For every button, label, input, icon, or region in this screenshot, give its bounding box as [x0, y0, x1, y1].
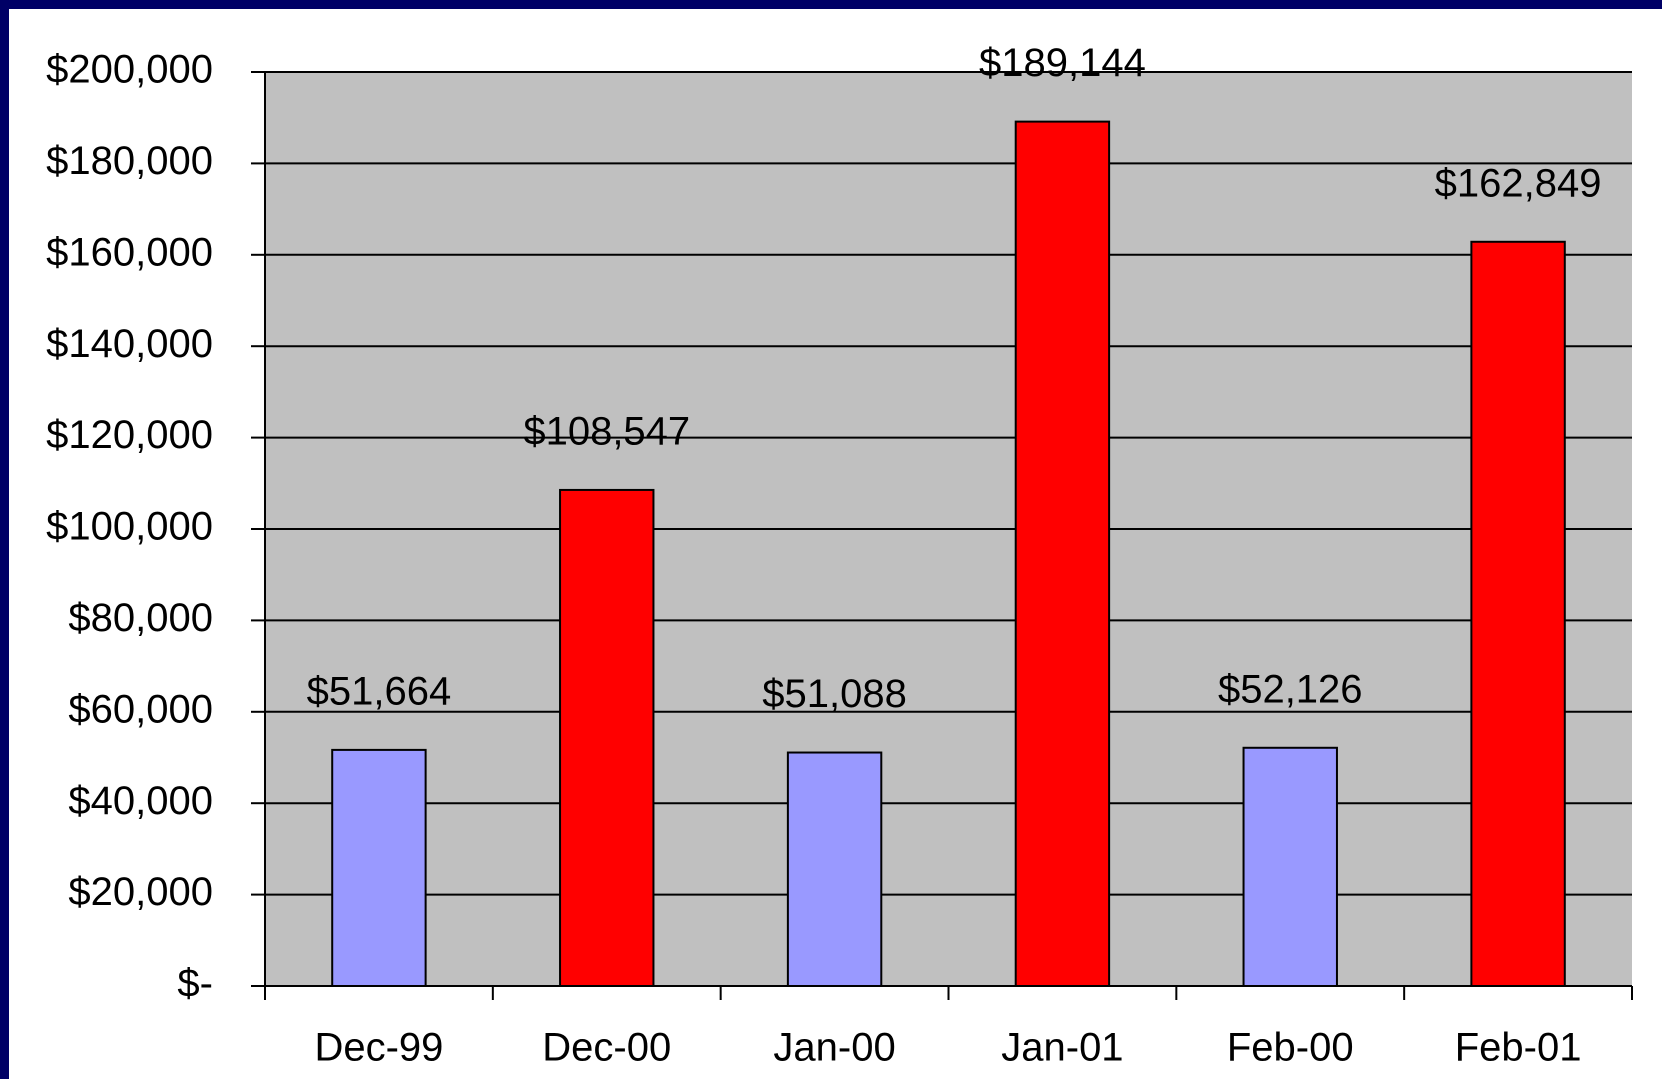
y-tick-label: $140,000	[46, 322, 213, 366]
y-tick-label: $20,000	[68, 870, 213, 914]
x-tick-label: Jan-01	[1001, 1026, 1123, 1070]
x-tick-label: Feb-01	[1455, 1026, 1582, 1070]
value-label: $108,547	[523, 410, 690, 454]
y-tick-label: $40,000	[68, 779, 213, 823]
x-tick-label: Dec-99	[314, 1026, 443, 1070]
value-label: $162,849	[1435, 161, 1602, 205]
y-tick-label: $100,000	[46, 505, 213, 549]
bar	[786, 751, 883, 987]
y-tick-label: $60,000	[68, 687, 213, 731]
y-tick-label: $160,000	[46, 230, 213, 274]
value-label: $51,664	[307, 669, 452, 713]
bar	[1014, 120, 1111, 987]
x-tick-label: Feb-00	[1227, 1026, 1354, 1070]
bar	[331, 748, 427, 987]
y-tick-label: $180,000	[46, 139, 213, 183]
bar	[1470, 240, 1566, 987]
y-tick-label: $80,000	[68, 596, 213, 640]
y-tick-label: $120,000	[46, 413, 213, 457]
x-tick-label: Jan-00	[773, 1026, 895, 1070]
y-tick-label: $200,000	[46, 48, 213, 92]
bar	[1242, 746, 1338, 987]
x-tick-label: Dec-00	[542, 1026, 671, 1070]
bar	[559, 488, 655, 987]
value-label: $189,144	[979, 41, 1146, 85]
value-label: $52,126	[1218, 667, 1363, 711]
y-tick-label: $-	[177, 962, 213, 1006]
value-label: $51,088	[762, 672, 907, 716]
